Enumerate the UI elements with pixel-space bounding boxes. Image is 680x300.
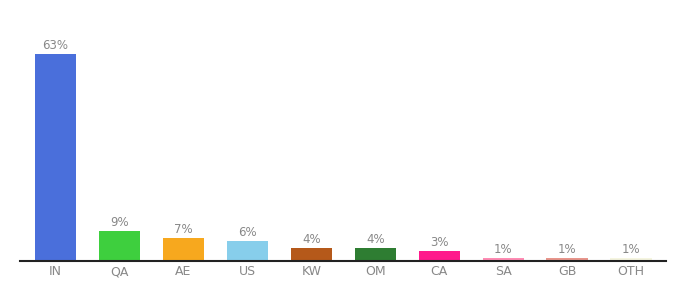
Bar (163, 238, 204, 261)
Bar (483, 258, 524, 261)
Bar (35, 54, 76, 261)
Text: 63%: 63% (43, 39, 69, 52)
Text: 6%: 6% (238, 226, 257, 239)
Bar (290, 248, 333, 261)
Bar (354, 248, 396, 261)
Text: 4%: 4% (302, 233, 321, 246)
Bar (419, 251, 460, 261)
Text: 3%: 3% (430, 236, 449, 249)
Bar (99, 231, 140, 261)
Bar (611, 258, 652, 261)
Text: 1%: 1% (494, 243, 513, 256)
Text: 4%: 4% (366, 233, 385, 246)
Bar (547, 258, 588, 261)
Text: 1%: 1% (558, 243, 577, 256)
Text: 1%: 1% (622, 243, 641, 256)
Text: 9%: 9% (110, 216, 129, 230)
Text: 7%: 7% (174, 223, 193, 236)
Bar (226, 241, 268, 261)
